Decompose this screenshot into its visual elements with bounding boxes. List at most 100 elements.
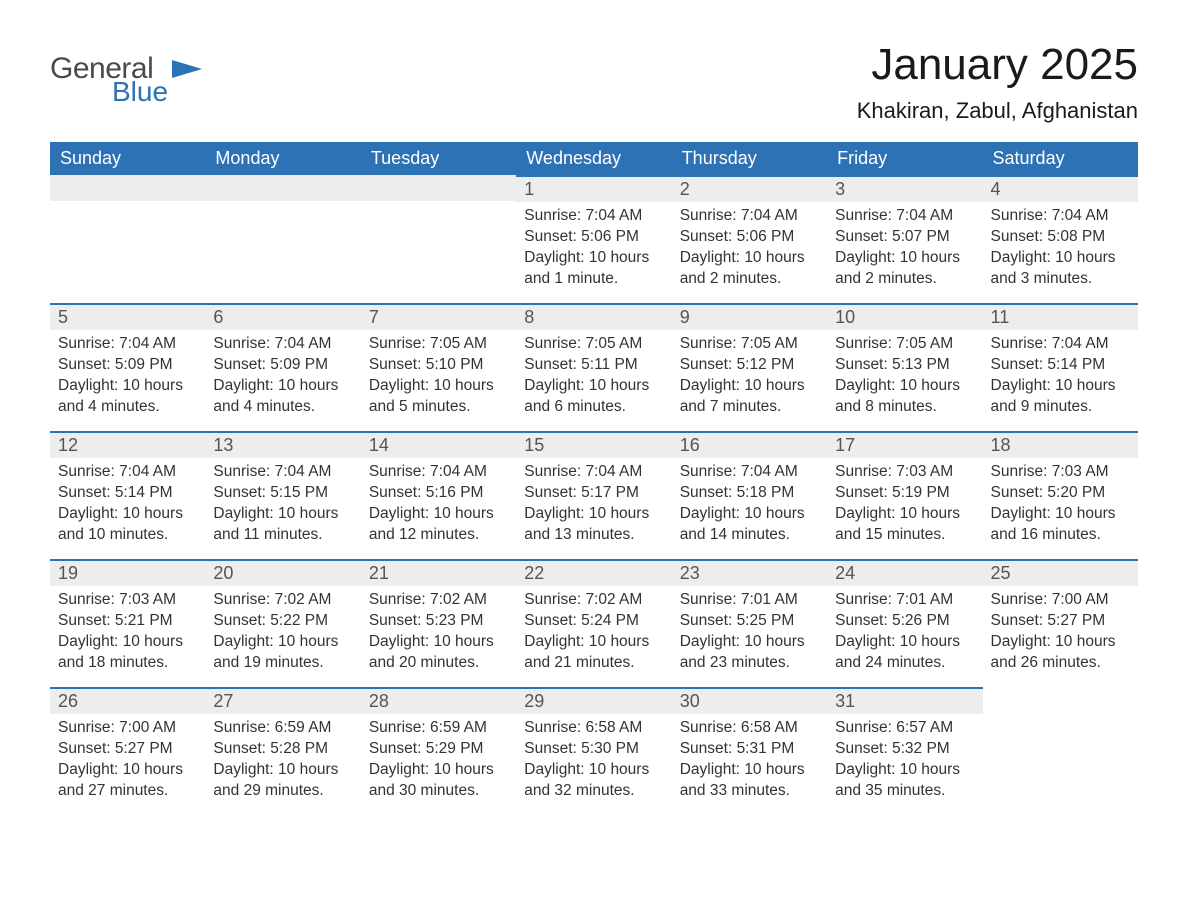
daylight-label: Daylight:	[58, 505, 123, 522]
calendar-week: 19Sunrise: 7:03 AMSunset: 5:21 PMDayligh…	[50, 559, 1138, 687]
sunset: Sunset: 5:20 PM	[991, 483, 1130, 504]
sunset-label: Sunset:	[524, 484, 581, 501]
day-details: Sunrise: 7:00 AMSunset: 5:27 PMDaylight:…	[983, 586, 1138, 682]
sunrise-label: Sunrise:	[524, 591, 585, 608]
sunrise: Sunrise: 7:01 AM	[680, 590, 819, 611]
day-number: 11	[983, 303, 1138, 330]
calendar-day: 16Sunrise: 7:04 AMSunset: 5:18 PMDayligh…	[672, 431, 827, 559]
weekday-header: Saturday	[983, 142, 1138, 175]
calendar-day: 5Sunrise: 7:04 AMSunset: 5:09 PMDaylight…	[50, 303, 205, 431]
day-number: 19	[50, 559, 205, 586]
daylight: Daylight: 10 hours and 32 minutes.	[524, 760, 663, 802]
sunset-label: Sunset:	[369, 484, 426, 501]
calendar-day: 1Sunrise: 7:04 AMSunset: 5:06 PMDaylight…	[516, 175, 671, 303]
day-details: Sunrise: 7:04 AMSunset: 5:06 PMDaylight:…	[672, 202, 827, 298]
sunset-value: 5:18 PM	[737, 484, 795, 501]
sunrise-label: Sunrise:	[58, 591, 119, 608]
sunrise-value: 7:04 AM	[741, 463, 798, 480]
sunrise-label: Sunrise:	[524, 335, 585, 352]
daylight: Daylight: 10 hours and 21 minutes.	[524, 632, 663, 674]
sunrise-value: 7:04 AM	[585, 207, 642, 224]
sunset-value: 5:31 PM	[737, 740, 795, 757]
daylight: Daylight: 10 hours and 24 minutes.	[835, 632, 974, 674]
empty-day-bar	[205, 175, 360, 201]
sunrise-value: 7:04 AM	[1052, 335, 1109, 352]
calendar-table: SundayMondayTuesdayWednesdayThursdayFrid…	[50, 142, 1138, 815]
day-details: Sunrise: 7:04 AMSunset: 5:17 PMDaylight:…	[516, 458, 671, 554]
sunset-label: Sunset:	[991, 484, 1048, 501]
calendar-day-empty	[361, 175, 516, 303]
sunrise: Sunrise: 6:58 AM	[680, 718, 819, 739]
day-details: Sunrise: 7:05 AMSunset: 5:11 PMDaylight:…	[516, 330, 671, 426]
sunset-label: Sunset:	[524, 740, 581, 757]
weekday-row: SundayMondayTuesdayWednesdayThursdayFrid…	[50, 142, 1138, 175]
sunrise-value: 7:04 AM	[119, 463, 176, 480]
sunrise-value: 7:04 AM	[275, 463, 332, 480]
calendar-day: 3Sunrise: 7:04 AMSunset: 5:07 PMDaylight…	[827, 175, 982, 303]
sunset-value: 5:27 PM	[115, 740, 173, 757]
sunset: Sunset: 5:12 PM	[680, 355, 819, 376]
sunrise: Sunrise: 7:00 AM	[991, 590, 1130, 611]
calendar-day: 10Sunrise: 7:05 AMSunset: 5:13 PMDayligh…	[827, 303, 982, 431]
sunrise-label: Sunrise:	[680, 591, 741, 608]
day-number: 8	[516, 303, 671, 330]
sunrise-value: 7:05 AM	[430, 335, 487, 352]
day-number: 6	[205, 303, 360, 330]
day-details: Sunrise: 7:04 AMSunset: 5:15 PMDaylight:…	[205, 458, 360, 554]
sunrise-value: 7:05 AM	[741, 335, 798, 352]
calendar-day: 26Sunrise: 7:00 AMSunset: 5:27 PMDayligh…	[50, 687, 205, 815]
day-details: Sunrise: 7:02 AMSunset: 5:23 PMDaylight:…	[361, 586, 516, 682]
calendar-head: SundayMondayTuesdayWednesdayThursdayFrid…	[50, 142, 1138, 175]
day-details: Sunrise: 7:04 AMSunset: 5:14 PMDaylight:…	[50, 458, 205, 554]
daylight: Daylight: 10 hours and 18 minutes.	[58, 632, 197, 674]
day-number: 1	[516, 175, 671, 202]
day-number: 9	[672, 303, 827, 330]
calendar-day: 4Sunrise: 7:04 AMSunset: 5:08 PMDaylight…	[983, 175, 1138, 303]
day-number: 3	[827, 175, 982, 202]
sunset-label: Sunset:	[835, 356, 892, 373]
sunset-value: 5:14 PM	[1047, 356, 1105, 373]
daylight: Daylight: 10 hours and 4 minutes.	[213, 376, 352, 418]
daylight: Daylight: 10 hours and 9 minutes.	[991, 376, 1130, 418]
daylight: Daylight: 10 hours and 4 minutes.	[58, 376, 197, 418]
daylight-label: Daylight:	[835, 761, 900, 778]
daylight-label: Daylight:	[680, 761, 745, 778]
sunset-value: 5:22 PM	[270, 612, 328, 629]
daylight: Daylight: 10 hours and 26 minutes.	[991, 632, 1130, 674]
sunset-value: 5:07 PM	[892, 228, 950, 245]
sunrise: Sunrise: 7:04 AM	[680, 206, 819, 227]
sunset-value: 5:26 PM	[892, 612, 950, 629]
header: General Blue January 2025 Khakiran, Zabu…	[50, 40, 1138, 124]
daylight: Daylight: 10 hours and 29 minutes.	[213, 760, 352, 802]
sunset-value: 5:08 PM	[1047, 228, 1105, 245]
weekday-header: Thursday	[672, 142, 827, 175]
sunset-label: Sunset:	[369, 356, 426, 373]
sunset-value: 5:11 PM	[581, 356, 638, 373]
sunrise-label: Sunrise:	[680, 719, 741, 736]
calendar-day-empty	[205, 175, 360, 303]
calendar-day: 21Sunrise: 7:02 AMSunset: 5:23 PMDayligh…	[361, 559, 516, 687]
daylight-label: Daylight:	[680, 377, 745, 394]
daylight: Daylight: 10 hours and 16 minutes.	[991, 504, 1130, 546]
day-details: Sunrise: 7:04 AMSunset: 5:09 PMDaylight:…	[50, 330, 205, 426]
sunrise-label: Sunrise:	[369, 463, 430, 480]
sunrise-value: 7:04 AM	[430, 463, 487, 480]
sunrise-value: 7:01 AM	[896, 591, 953, 608]
calendar-day-empty	[983, 687, 1138, 815]
day-number: 27	[205, 687, 360, 714]
daylight: Daylight: 10 hours and 1 minute.	[524, 248, 663, 290]
daylight: Daylight: 10 hours and 33 minutes.	[680, 760, 819, 802]
sunset: Sunset: 5:09 PM	[213, 355, 352, 376]
day-details: Sunrise: 7:05 AMSunset: 5:10 PMDaylight:…	[361, 330, 516, 426]
calendar-day: 27Sunrise: 6:59 AMSunset: 5:28 PMDayligh…	[205, 687, 360, 815]
sunset: Sunset: 5:23 PM	[369, 611, 508, 632]
sunset-value: 5:17 PM	[581, 484, 639, 501]
sunrise-label: Sunrise:	[213, 463, 274, 480]
sunset-value: 5:09 PM	[115, 356, 173, 373]
sunset: Sunset: 5:06 PM	[680, 227, 819, 248]
sunrise-value: 7:03 AM	[119, 591, 176, 608]
sunrise: Sunrise: 7:04 AM	[58, 462, 197, 483]
day-details: Sunrise: 7:04 AMSunset: 5:06 PMDaylight:…	[516, 202, 671, 298]
sunrise: Sunrise: 7:02 AM	[369, 590, 508, 611]
sunset-value: 5:16 PM	[426, 484, 484, 501]
